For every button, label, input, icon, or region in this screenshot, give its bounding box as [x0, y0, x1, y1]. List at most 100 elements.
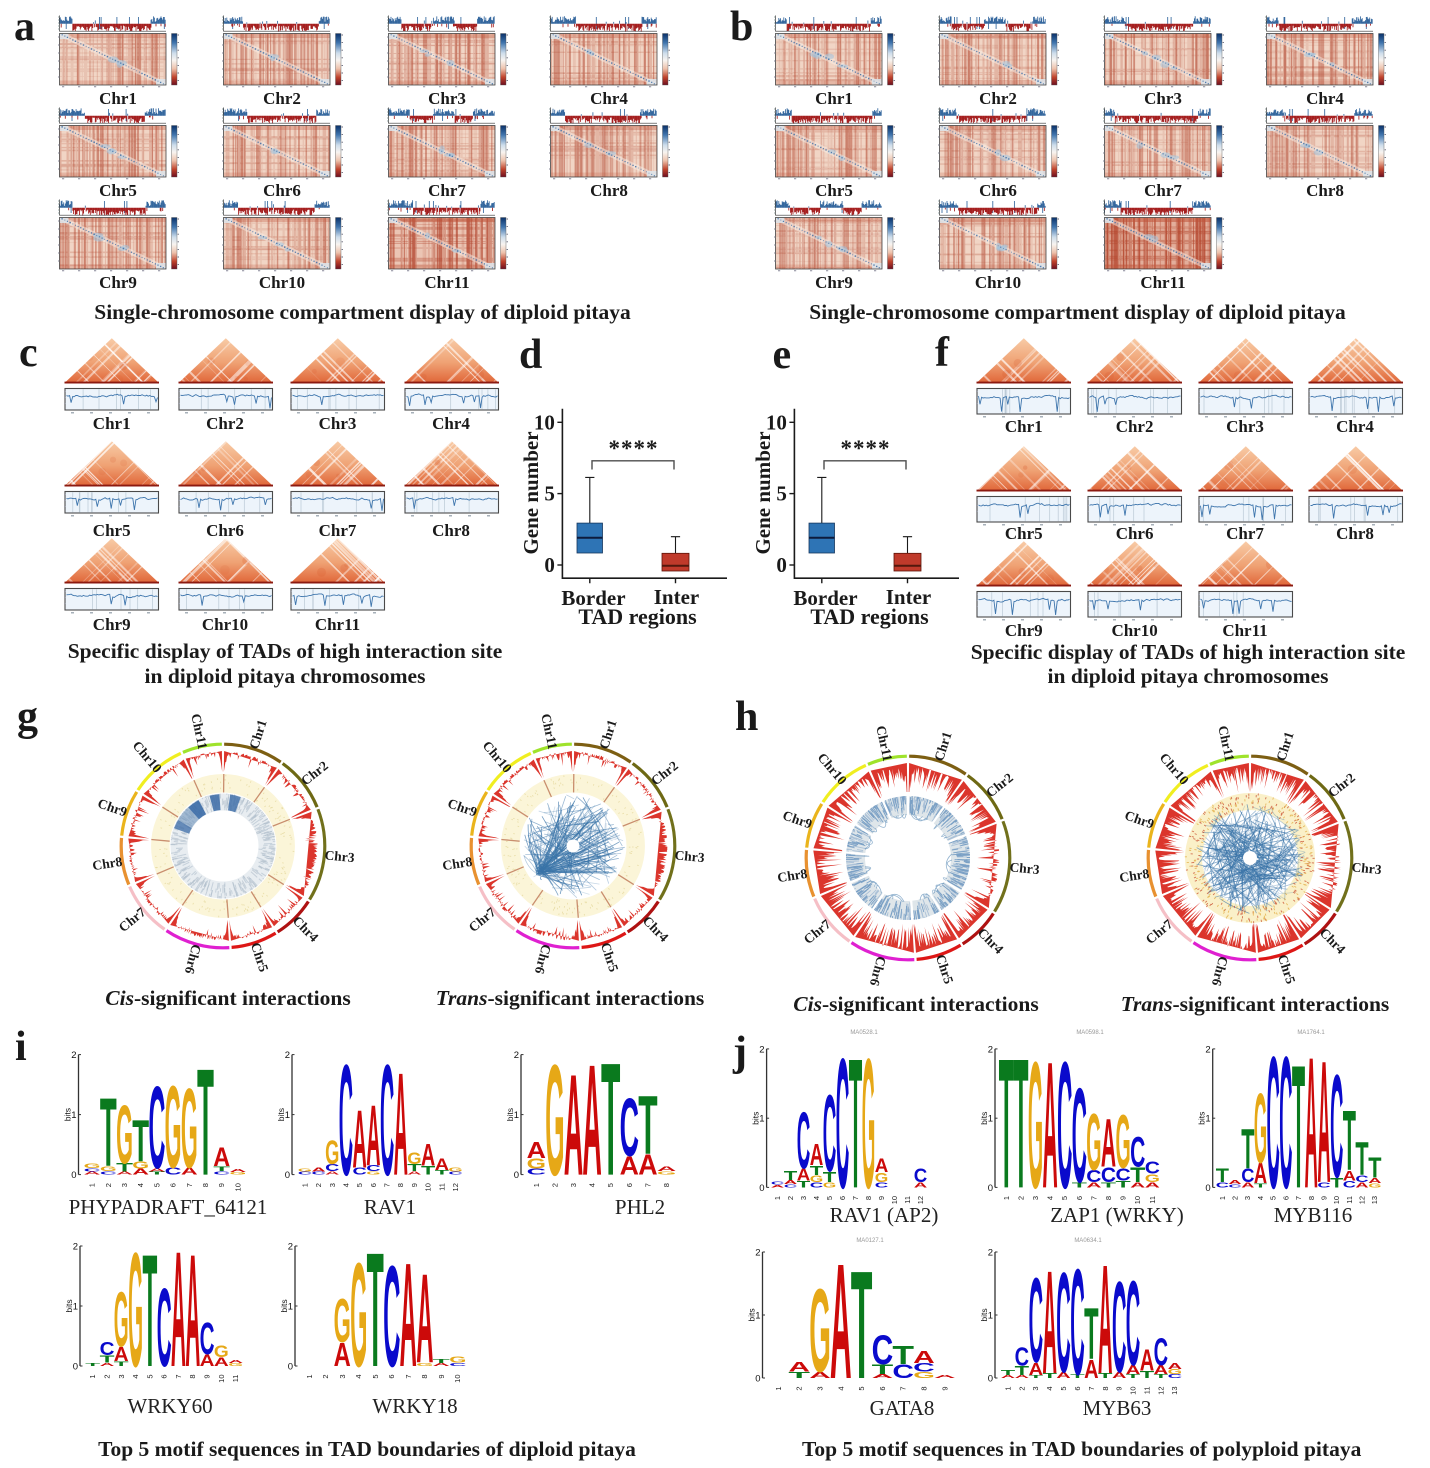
svg-text:T: T	[367, 1232, 384, 1392]
svg-text:4: 4	[136, 1183, 145, 1187]
svg-text:Chr6: Chr6	[1209, 955, 1231, 988]
svg-text:Border: Border	[561, 586, 625, 610]
svg-text:A: A	[114, 1343, 129, 1366]
svg-text:5: 5	[544, 482, 555, 506]
svg-text:C: C	[1216, 1180, 1229, 1189]
svg-text:2: 2	[1016, 1196, 1025, 1200]
svg-text:11: 11	[1143, 1387, 1152, 1395]
svg-text:G: G	[298, 1167, 312, 1173]
svg-text:4: 4	[836, 1387, 845, 1391]
svg-text:A: A	[1130, 1181, 1145, 1189]
svg-text:1: 1	[532, 1183, 541, 1187]
svg-text:A: A	[830, 1238, 852, 1403]
svg-text:TAD regions: TAD regions	[578, 604, 697, 629]
svg-text:****: ****	[840, 436, 890, 461]
svg-text:0: 0	[776, 553, 787, 577]
svg-text:A: A	[407, 1170, 421, 1175]
svg-text:10: 10	[1129, 1387, 1138, 1395]
svg-text:6: 6	[878, 1387, 887, 1391]
svg-text:G: G	[116, 1088, 133, 1181]
svg-text:Chr4: Chr4	[1317, 925, 1349, 957]
svg-text:5: 5	[825, 1196, 834, 1200]
svg-text:G: G	[350, 1233, 367, 1392]
svg-text:Chr9: Chr9	[95, 795, 128, 819]
svg-text:T: T	[116, 1162, 133, 1175]
svg-text:0: 0	[288, 1362, 293, 1373]
svg-text:1: 1	[305, 1375, 314, 1379]
svg-text:Inter: Inter	[886, 585, 932, 609]
svg-text:Chr6: Chr6	[867, 955, 889, 988]
svg-text:C: C	[872, 1326, 894, 1373]
svg-text:G: G	[1168, 1368, 1183, 1376]
svg-text:Chr5: Chr5	[598, 940, 622, 973]
svg-text:A: A	[214, 1355, 229, 1369]
svg-text:A: A	[1098, 1238, 1112, 1403]
svg-text:Chr2: Chr2	[298, 758, 331, 789]
svg-text:A: A	[84, 1171, 101, 1176]
svg-text:T: T	[784, 1167, 798, 1182]
svg-text:1: 1	[300, 1183, 309, 1187]
svg-text:7: 7	[185, 1183, 194, 1187]
svg-text:T: T	[1216, 1166, 1230, 1187]
svg-text:10: 10	[233, 1183, 242, 1191]
svg-text:C: C	[325, 1163, 339, 1174]
svg-text:C: C	[100, 1339, 115, 1360]
svg-text:2: 2	[104, 1183, 113, 1187]
svg-text:A: A	[1126, 1363, 1140, 1378]
svg-text:A: A	[784, 1179, 798, 1186]
svg-text:Chr3: Chr3	[674, 847, 706, 865]
svg-text:5: 5	[1269, 1196, 1278, 1200]
svg-text:T: T	[1029, 1374, 1044, 1379]
svg-text:C: C	[810, 1181, 824, 1190]
svg-text:G: G	[128, 1232, 143, 1392]
svg-text:0: 0	[73, 1362, 78, 1373]
svg-text:5: 5	[355, 1183, 364, 1187]
svg-text:C: C	[84, 1167, 101, 1173]
svg-text:A: A	[582, 1040, 601, 1200]
svg-text:2: 2	[755, 1248, 760, 1259]
svg-text:C: C	[200, 1314, 215, 1364]
svg-text:bits: bits	[505, 1108, 515, 1121]
svg-text:5: 5	[1060, 1196, 1069, 1200]
svg-text:A: A	[809, 1370, 831, 1380]
svg-text:7: 7	[404, 1375, 413, 1379]
svg-text:A: A	[352, 1093, 366, 1185]
svg-text:G: G	[407, 1149, 421, 1168]
svg-text:A: A	[334, 1337, 351, 1374]
svg-text:A: A	[100, 1362, 115, 1368]
svg-text:G: G	[132, 1160, 149, 1171]
svg-text:3: 3	[569, 1183, 578, 1187]
svg-text:Border: Border	[793, 586, 857, 610]
svg-text:4: 4	[588, 1183, 597, 1187]
svg-text:C: C	[1267, 1034, 1280, 1204]
svg-text:bits: bits	[64, 1299, 74, 1312]
svg-text:9: 9	[1115, 1387, 1124, 1391]
svg-text:Chr1: Chr1	[931, 730, 954, 763]
svg-text:3: 3	[120, 1183, 129, 1187]
svg-text:Chr5: Chr5	[1275, 953, 1299, 986]
svg-text:C: C	[366, 1164, 380, 1173]
svg-text:12: 12	[451, 1183, 460, 1191]
svg-text:C: C	[1317, 1180, 1330, 1189]
svg-text:2: 2	[1017, 1387, 1026, 1391]
svg-text:G: G	[449, 1355, 466, 1364]
svg-text:5: 5	[776, 482, 787, 506]
svg-text:0: 0	[755, 1374, 760, 1385]
svg-text:10: 10	[534, 410, 555, 434]
svg-text:2: 2	[550, 1183, 559, 1187]
svg-text:2: 2	[988, 1044, 993, 1055]
svg-text:T: T	[872, 1362, 894, 1377]
svg-text:A: A	[1241, 1180, 1254, 1189]
svg-text:C: C	[1112, 1254, 1126, 1399]
svg-text:1: 1	[1205, 1114, 1210, 1125]
svg-text:7: 7	[174, 1375, 183, 1379]
svg-text:Chr10: Chr10	[479, 738, 514, 776]
svg-text:A: A	[1001, 1374, 1016, 1379]
svg-text:G: G	[657, 1170, 676, 1176]
svg-text:A: A	[1368, 1176, 1381, 1185]
svg-text:T: T	[1355, 1132, 1368, 1185]
svg-text:1: 1	[88, 1375, 97, 1379]
svg-text:bits: bits	[63, 1108, 73, 1121]
svg-text:Chr8: Chr8	[776, 866, 808, 885]
svg-text:C: C	[797, 1096, 811, 1186]
